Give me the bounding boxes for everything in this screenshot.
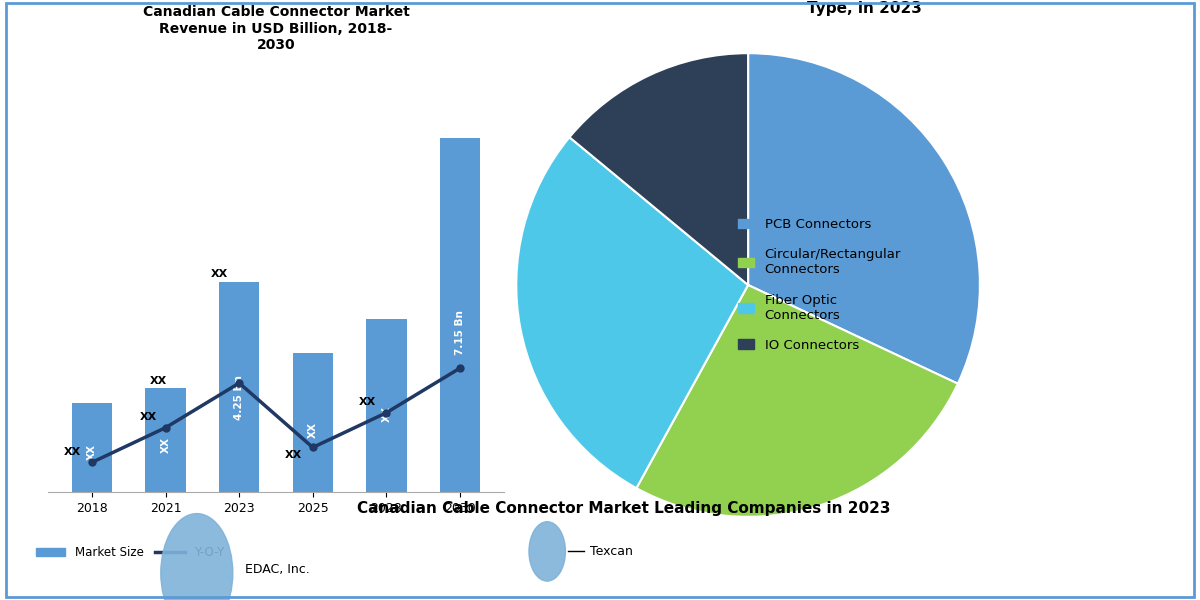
Text: XX: XX (307, 422, 318, 437)
Legend: Market Size, Y-O-Y: Market Size, Y-O-Y (31, 541, 229, 563)
Text: XX: XX (211, 269, 228, 279)
Text: Canadian Cable Connector Market Leading Companies in 2023: Canadian Cable Connector Market Leading … (358, 500, 890, 515)
Text: XX: XX (359, 397, 376, 407)
Title: Canadian Cable Connector Market
Revenue in USD Billion, 2018-
2030: Canadian Cable Connector Market Revenue … (143, 5, 409, 52)
Title: Canadian Cable Connector Market Share By
Type, in 2023: Canadian Cable Connector Market Share By… (677, 0, 1051, 16)
Text: Texcan: Texcan (590, 545, 634, 558)
Text: XX: XX (88, 444, 97, 460)
Text: 7.15 Bn: 7.15 Bn (455, 310, 464, 355)
Wedge shape (636, 285, 958, 517)
Legend: PCB Connectors, Circular/Rectangular
Connectors, Fiber Optic
Connectors, IO Conn: PCB Connectors, Circular/Rectangular Con… (733, 213, 906, 357)
Bar (366, 319, 407, 492)
Text: XX: XX (161, 437, 170, 453)
Wedge shape (516, 137, 748, 488)
Text: XX: XX (284, 450, 302, 460)
Wedge shape (748, 53, 980, 384)
Text: XX: XX (64, 448, 82, 457)
Text: XX: XX (382, 406, 391, 422)
Bar (72, 403, 113, 492)
Bar (293, 353, 334, 492)
Text: EDAC, Inc.: EDAC, Inc. (245, 563, 310, 576)
Ellipse shape (529, 521, 565, 581)
Text: 4.25 Bn: 4.25 Bn (234, 375, 245, 420)
Text: XX: XX (150, 376, 167, 386)
Bar (220, 281, 259, 492)
Ellipse shape (161, 514, 233, 600)
Bar (439, 138, 480, 492)
Wedge shape (570, 53, 748, 285)
Text: XX: XX (140, 412, 157, 422)
Bar (145, 388, 186, 492)
